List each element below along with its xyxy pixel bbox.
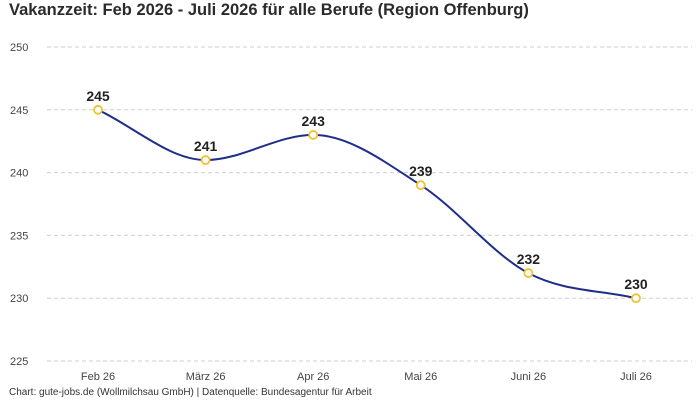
x-tick-label-2: Apr 26	[297, 371, 329, 383]
data-point-4[interactable]	[523, 268, 534, 278]
x-tick-label-3: Mai 26	[404, 371, 437, 383]
series-line-layer	[97, 108, 637, 300]
y-tick-label-250: 250	[10, 42, 28, 54]
x-axis-ticks: Feb 26 März 26 Apr 26 Mai 26 Juni 26 Juli 26	[81, 371, 652, 383]
grid-lines	[47, 46, 692, 362]
data-point-2[interactable]	[308, 130, 319, 140]
data-label-0: 245	[86, 88, 110, 104]
data-label-2: 243	[302, 113, 326, 129]
x-tick-label-5: Juli 26	[620, 371, 652, 383]
source-note: Chart: gute-jobs.de (Wollmilchsau GmbH) …	[9, 387, 372, 398]
x-tick-label-4: Juni 26	[511, 371, 546, 383]
data-label-5: 230	[624, 276, 648, 292]
data-label-3: 239	[409, 163, 433, 179]
data-point-0[interactable]	[93, 104, 103, 115]
y-tick-label-235: 235	[10, 230, 28, 242]
data-point-1[interactable]	[200, 155, 211, 165]
y-axis-ticks: 225 230 235 240 245 250	[10, 42, 28, 368]
data-label-1: 241	[194, 138, 218, 154]
data-point-3[interactable]	[415, 180, 426, 191]
x-tick-label-1: März 26	[186, 371, 226, 383]
x-tick-label-0: Feb 26	[81, 371, 115, 383]
data-point-5[interactable]	[631, 293, 641, 304]
chart-title: Vakanzzeit: Feb 2026 - Juli 2026 für all…	[9, 1, 529, 19]
data-label-4: 232	[517, 251, 541, 267]
y-tick-label-245: 245	[10, 105, 28, 117]
data-labels: 245 241 243 239 232 230	[86, 88, 648, 292]
series-line-0	[97, 108, 637, 300]
y-tick-label-225: 225	[10, 356, 28, 368]
data-points	[93, 104, 641, 304]
y-tick-label-230: 230	[10, 293, 28, 305]
y-tick-label-240: 240	[10, 168, 28, 180]
